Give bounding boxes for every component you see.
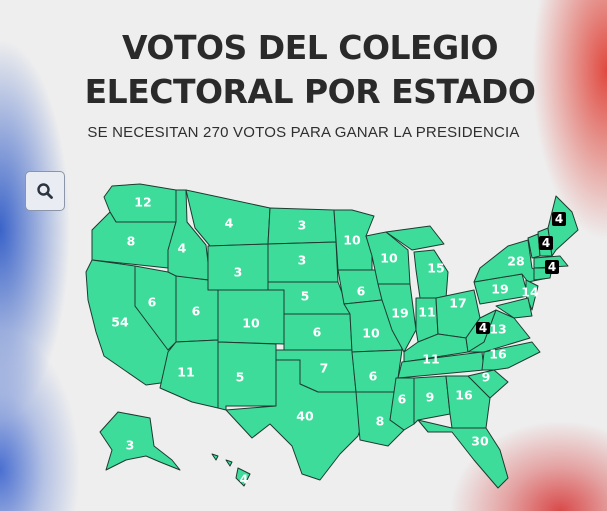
label-ma: 4 — [548, 260, 556, 274]
label-ia: 6 — [357, 284, 366, 299]
label-ny: 28 — [507, 254, 524, 269]
chip-nh — [539, 236, 553, 250]
state-ak[interactable] — [99, 411, 181, 471]
state-fl[interactable] — [417, 419, 509, 489]
label-ca: 54 — [111, 315, 129, 330]
label-wa: 12 — [134, 195, 151, 210]
label-ky: 11 — [422, 352, 439, 367]
label-fl: 30 — [471, 434, 489, 449]
label-in: 11 — [418, 305, 435, 320]
page-subtitle: SE NECESITAN 270 VOTOS PARA GANAR LA PRE… — [87, 124, 520, 141]
chip-ma — [545, 260, 559, 274]
label-ne: 5 — [301, 289, 310, 304]
state-nc[interactable] — [481, 341, 541, 371]
label-or: 8 — [127, 234, 136, 249]
label-nc: 16 — [489, 347, 507, 362]
label-mo: 10 — [362, 326, 380, 341]
state-nm[interactable] — [217, 341, 277, 411]
label-ms: 6 — [398, 392, 407, 407]
label-mi: 15 — [427, 261, 444, 276]
label-va: 13 — [489, 322, 506, 337]
label-nh: 4 — [542, 236, 550, 250]
label-me: 4 — [555, 212, 563, 226]
label-sd: 3 — [298, 253, 307, 268]
label-sc: 9 — [482, 370, 491, 385]
label-hi: 4 — [240, 472, 249, 487]
label-ok: 7 — [320, 361, 329, 376]
state-sc[interactable] — [467, 369, 509, 399]
states-layer — [85, 183, 579, 489]
label-nj: 14 — [521, 285, 539, 300]
label-la: 8 — [376, 414, 385, 429]
state-tx[interactable] — [225, 359, 365, 481]
state-md[interactable] — [495, 297, 533, 319]
label-mt: 4 — [225, 216, 234, 231]
label-ut: 6 — [192, 304, 201, 319]
label-il: 19 — [391, 306, 408, 321]
label-pa: 19 — [491, 282, 508, 297]
label-az: 11 — [177, 365, 194, 380]
label-tx: 40 — [296, 409, 314, 424]
label-wi: 10 — [380, 251, 398, 266]
zoom-button[interactable] — [25, 171, 65, 211]
label-oh: 17 — [449, 296, 466, 311]
label-nd: 3 — [298, 218, 307, 233]
chip-wv — [476, 322, 490, 334]
label-al: 9 — [426, 390, 435, 405]
vote-labels: 12 8 54 4 6 4 3 6 11 10 5 3 3 5 6 7 40 1… — [111, 195, 566, 487]
label-ar: 6 — [369, 369, 378, 384]
state-al[interactable] — [413, 375, 451, 425]
page-title: VOTOS DEL COLEGIO ELECTORAL POR ESTADO — [84, 28, 536, 111]
search-icon — [37, 183, 53, 199]
label-id: 4 — [178, 241, 187, 256]
label-nv: 6 — [148, 295, 157, 310]
label-mn: 10 — [343, 233, 361, 248]
label-nm: 5 — [236, 370, 245, 385]
state-hi[interactable] — [211, 453, 251, 487]
label-ga: 16 — [455, 388, 473, 403]
label-wv: 4 — [479, 321, 487, 335]
state-ms[interactable] — [389, 377, 415, 431]
label-ks: 6 — [313, 325, 322, 340]
label-co: 10 — [242, 316, 260, 331]
chip-me — [552, 212, 566, 226]
label-wy: 3 — [234, 265, 243, 280]
label-ak: 3 — [126, 438, 135, 453]
